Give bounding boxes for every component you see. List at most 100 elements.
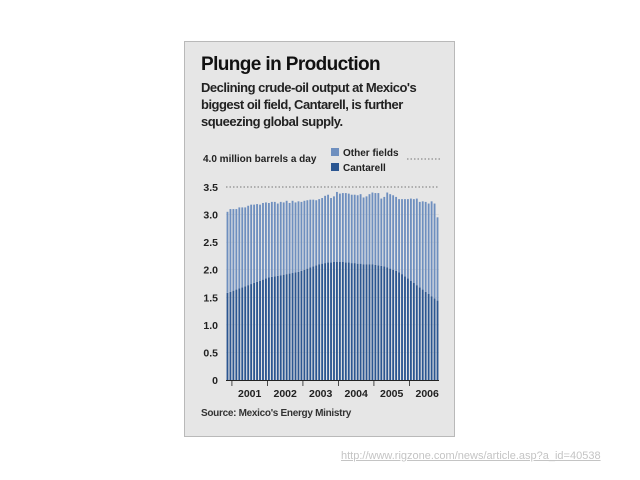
bar-cantarell bbox=[265, 278, 267, 380]
bar-cantarell bbox=[353, 263, 356, 380]
bar-cantarell bbox=[253, 282, 256, 380]
bar-cantarell bbox=[282, 274, 285, 380]
bar-other-fields bbox=[392, 195, 395, 270]
bar-other-fields bbox=[315, 200, 318, 266]
bar-cantarell bbox=[241, 287, 244, 380]
bar-other-fields bbox=[424, 201, 427, 292]
bar-cantarell bbox=[330, 262, 332, 380]
bar-other-fields bbox=[279, 201, 282, 276]
bar-cantarell bbox=[232, 290, 235, 380]
bar-other-fields bbox=[347, 193, 350, 263]
bar-cantarell bbox=[365, 264, 368, 380]
bar-cantarell bbox=[285, 274, 288, 380]
bar-cantarell bbox=[436, 300, 439, 380]
bar-other-fields bbox=[371, 192, 374, 265]
x-axis-ticks: 2001 2002 2003 2004 2005 2006 bbox=[231, 380, 439, 400]
bar-cantarell bbox=[359, 263, 362, 380]
bar-cantarell bbox=[380, 265, 383, 380]
y-tick-label: 2.5 bbox=[203, 237, 218, 249]
bar-cantarell bbox=[273, 276, 276, 380]
bar-cantarell bbox=[270, 276, 273, 380]
bar-other-fields bbox=[404, 199, 406, 277]
legend-swatch-cantarell bbox=[331, 163, 339, 171]
bar-other-fields bbox=[238, 207, 241, 289]
bar-other-fields bbox=[380, 198, 383, 266]
bar-other-fields bbox=[377, 193, 380, 266]
bar-other-fields bbox=[297, 201, 300, 272]
bar-cantarell bbox=[250, 284, 253, 380]
bar-cantarell bbox=[430, 296, 433, 380]
bar-other-fields bbox=[395, 196, 398, 271]
y-tick-label: 0 bbox=[212, 375, 218, 387]
bar-other-fields bbox=[229, 209, 232, 292]
chart-subtitle: Declining crude-oil output at Mexico's b… bbox=[201, 80, 417, 129]
bar-cantarell bbox=[324, 263, 327, 380]
bar-other-fields bbox=[253, 204, 256, 283]
y-tick-label: 2.0 bbox=[203, 265, 218, 277]
x-tick-label: 2003 bbox=[309, 388, 333, 400]
y-tick-label: 0.5 bbox=[203, 347, 218, 359]
bar-cantarell bbox=[309, 267, 312, 380]
bar-cantarell bbox=[318, 264, 321, 380]
bar-other-fields bbox=[327, 194, 329, 263]
bar-cantarell bbox=[401, 274, 403, 380]
bar-other-fields bbox=[259, 204, 261, 281]
bar-other-fields bbox=[398, 199, 400, 273]
chart-title: Plunge in Production bbox=[201, 54, 381, 75]
bar-other-fields bbox=[409, 198, 412, 281]
bar-cantarell bbox=[306, 268, 309, 380]
source-url-link[interactable]: http://www.rigzone.com/news/article.asp?… bbox=[341, 450, 601, 462]
bar-other-fields bbox=[321, 198, 324, 264]
bar-other-fields bbox=[303, 200, 306, 270]
bar-cantarell bbox=[424, 291, 427, 380]
bar-cantarell bbox=[321, 263, 324, 380]
bar-cantarell bbox=[267, 277, 270, 380]
bar-other-fields bbox=[362, 197, 365, 265]
x-tick-label: 2006 bbox=[415, 388, 439, 400]
bar-other-fields bbox=[226, 211, 229, 293]
bar-other-fields bbox=[386, 192, 389, 268]
bar-cantarell bbox=[407, 278, 409, 380]
bar-cantarell bbox=[247, 285, 250, 380]
bar-other-fields bbox=[276, 203, 279, 276]
bar-cantarell bbox=[395, 270, 398, 380]
bar-cantarell bbox=[303, 269, 306, 380]
bar-other-fields bbox=[336, 191, 338, 262]
bar-cantarell bbox=[238, 288, 241, 380]
bar-other-fields bbox=[250, 204, 253, 285]
bar-other-fields bbox=[338, 193, 341, 262]
bar-other-fields bbox=[374, 193, 377, 265]
bar-other-fields bbox=[421, 201, 424, 290]
bar-cantarell bbox=[244, 286, 247, 380]
bar-cantarell bbox=[259, 280, 261, 380]
bar-other-fields bbox=[389, 194, 392, 269]
bar-cantarell bbox=[368, 264, 371, 380]
bar-other-fields bbox=[241, 207, 244, 288]
x-tick-label: 2001 bbox=[238, 388, 262, 400]
legend-swatch-other-fields bbox=[331, 148, 339, 156]
bar-other-fields bbox=[341, 193, 344, 262]
bar-cantarell bbox=[350, 263, 353, 380]
bar-other-fields bbox=[265, 202, 267, 279]
bar-cantarell bbox=[312, 266, 315, 380]
bar-other-fields bbox=[353, 194, 356, 264]
bar-cantarell bbox=[404, 276, 406, 380]
bar-cantarell bbox=[398, 272, 400, 380]
bar-cantarell bbox=[276, 275, 279, 380]
bar-other-fields bbox=[285, 200, 288, 275]
bar-other-fields bbox=[288, 202, 291, 274]
bar-cantarell bbox=[409, 280, 412, 380]
bars bbox=[226, 191, 439, 380]
bar-cantarell bbox=[338, 261, 341, 380]
bar-cantarell bbox=[389, 268, 392, 380]
bar-other-fields bbox=[330, 198, 332, 263]
bar-other-fields bbox=[324, 195, 327, 264]
bar-cantarell bbox=[427, 293, 430, 380]
bar-other-fields bbox=[262, 202, 264, 280]
bar-cantarell bbox=[327, 262, 329, 380]
bar-cantarell bbox=[288, 273, 291, 380]
bar-other-fields bbox=[344, 193, 347, 263]
y-axis-top-label: 4.0 million barrels a day bbox=[203, 154, 317, 165]
bar-cantarell bbox=[229, 291, 232, 380]
bar-other-fields bbox=[350, 194, 353, 264]
